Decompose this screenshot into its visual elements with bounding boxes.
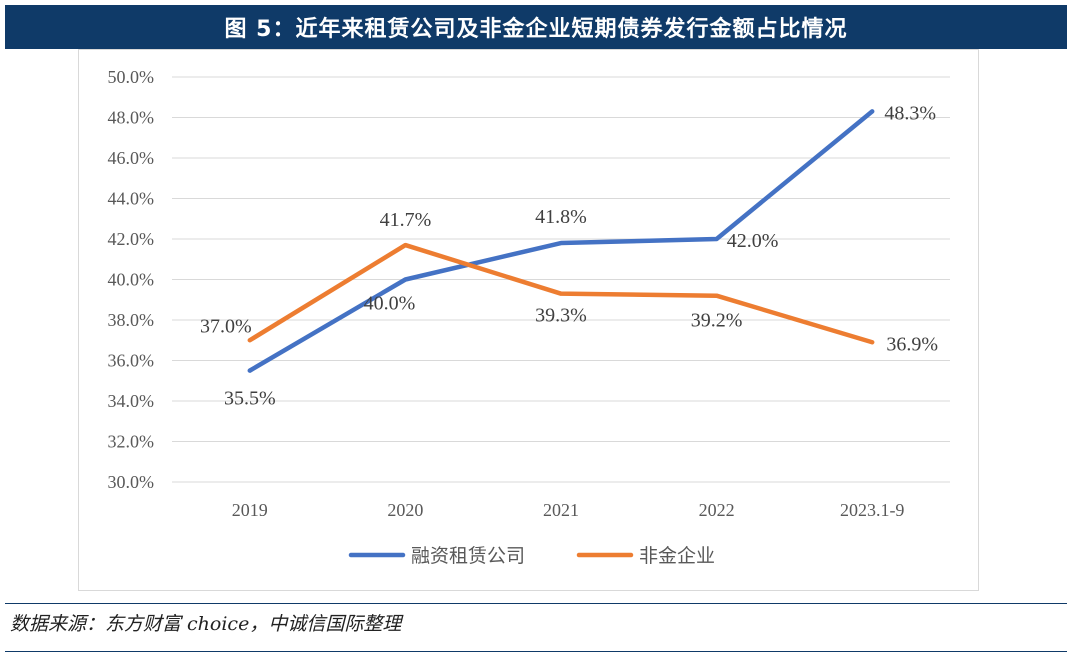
x-tick-label: 2023.1-9 <box>840 500 905 520</box>
data-label: 42.0% <box>727 230 779 252</box>
y-tick-label: 48.0% <box>108 108 155 128</box>
x-tick-label: 2022 <box>699 500 735 520</box>
series-line-0 <box>247 109 875 373</box>
legend-label: 融资租赁公司 <box>411 545 525 567</box>
legend-label: 非金企业 <box>639 545 715 567</box>
data-label: 41.7% <box>380 209 432 231</box>
data-label: 48.3% <box>884 102 936 124</box>
source-divider-bottom <box>5 651 1067 652</box>
x-tick-label: 2020 <box>387 500 423 520</box>
data-label: 37.0% <box>200 315 252 337</box>
y-tick-label: 42.0% <box>108 229 155 249</box>
data-label: 39.2% <box>691 310 743 332</box>
data-label: 41.8% <box>535 206 587 228</box>
data-label: 40.0% <box>364 293 416 315</box>
x-tick-label: 2021 <box>543 500 579 520</box>
y-tick-label: 38.0% <box>108 310 155 330</box>
source-divider-top <box>5 603 1067 604</box>
source-note: 数据来源：东方财富 choice，中诚信国际整理 <box>10 613 402 635</box>
y-tick-label: 36.0% <box>108 351 155 371</box>
y-tick-label: 46.0% <box>108 148 155 168</box>
y-tick-label: 34.0% <box>108 391 155 411</box>
data-label: 35.5% <box>224 388 276 410</box>
chart-frame: 30.0% 32.0% 34.0% 36.0% 38.0% 40.0% 42.0% 44.0%… <box>78 49 979 591</box>
y-tick-label: 30.0% <box>108 472 155 492</box>
data-label: 39.3% <box>535 305 587 327</box>
line-chart: 30.0% 32.0% 34.0% 36.0% 38.0% 40.0% 42.0% 44.0%… <box>108 67 950 567</box>
y-tick-label: 32.0% <box>108 432 155 452</box>
x-tick-label: 2019 <box>232 500 268 520</box>
y-tick-label: 50.0% <box>108 67 155 87</box>
y-tick-label: 40.0% <box>108 270 155 290</box>
figure-title: 图 5：近年来租赁公司及非金企业短期债券发行金额占比情况 <box>5 5 1067 49</box>
y-tick-label: 44.0% <box>108 189 155 209</box>
data-label: 36.9% <box>886 333 938 355</box>
